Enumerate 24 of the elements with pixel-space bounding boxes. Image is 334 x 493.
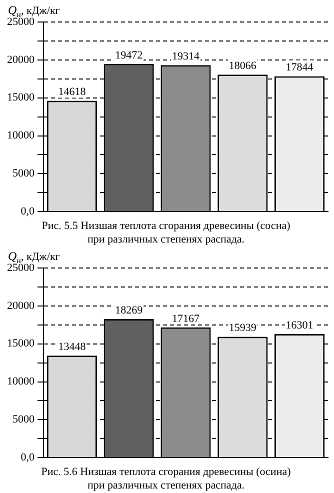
data-label: 17167 [172,312,200,325]
data-label: 19472 [115,49,143,62]
y-tick-label: 25000 [7,262,35,274]
data-label: 18066 [228,60,257,72]
y-tick-label: 0,0 [20,205,35,218]
y-tick-label: 0,0 [20,451,35,464]
y-tick-label: 15000 [7,338,35,350]
y-tick-label: 5000 [12,168,35,180]
y-tick-label: 20000 [7,300,35,312]
y-tick-label: 10000 [7,130,35,142]
data-label: 15939 [228,322,257,334]
y-tick-label: 25000 [7,16,35,28]
text: Рис. 5.6 Низшая теплота сгорания древесины (осина) при различных степенях распада. [41,466,292,492]
data-label: 18269 [115,304,144,316]
data-label: 16301 [286,319,314,332]
y-tick-label: 10000 [7,376,35,388]
y-tick-label: 5000 [12,414,35,426]
data-label: 14618 [58,86,86,98]
data-label: 19314 [172,50,200,63]
data-label: 13448 [58,341,86,353]
text: Рис. 5.5 Низшая теплота сгорания древесины (сосна) при различных степенях распада. [42,220,291,246]
data-label: 17844 [286,62,314,74]
y-tick-label: 20000 [7,54,35,66]
y-tick-label: 15000 [7,92,35,104]
